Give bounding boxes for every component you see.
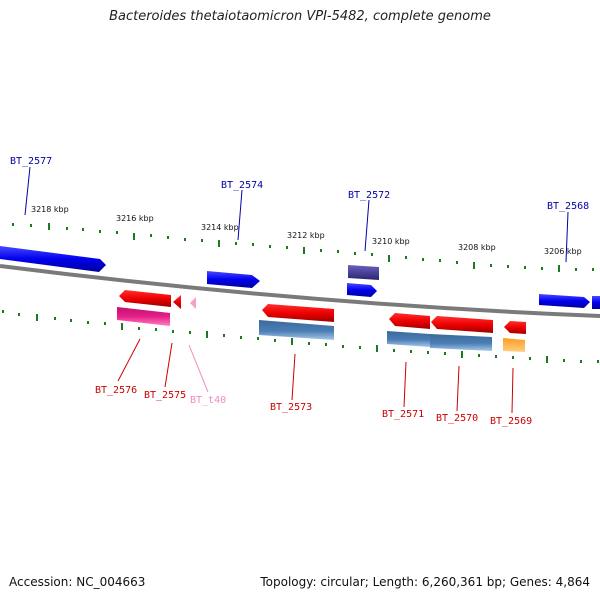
- gene-bt2570-cds[interactable]: [430, 334, 492, 351]
- gene-label-bt2574[interactable]: BT_2574: [221, 180, 263, 191]
- gene-bt2569[interactable]: [504, 321, 526, 334]
- forward-tick-track: [12, 223, 594, 272]
- gene-bt2577[interactable]: [0, 246, 106, 272]
- gene-label-bt2571[interactable]: BT_2571: [382, 409, 424, 420]
- gene-label-bt2568[interactable]: BT_2568: [547, 201, 589, 212]
- kbp-label: 3216 kbp: [116, 214, 154, 223]
- gene-bt2572[interactable]: [348, 265, 379, 280]
- accession-text: Accession: NC_004663: [9, 575, 146, 589]
- gene-bt2570[interactable]: [431, 316, 493, 333]
- kbp-label: 3210 kbp: [372, 237, 410, 246]
- gene-bt2572-b[interactable]: [347, 283, 377, 297]
- gene-bt2574[interactable]: [207, 271, 260, 288]
- gene-right-edge[interactable]: [592, 296, 600, 309]
- kbp-label: 3218 kbp: [31, 205, 69, 214]
- gene-bt2571-cds[interactable]: [387, 331, 430, 347]
- gene-label-bt2570[interactable]: BT_2570: [436, 413, 478, 424]
- gene-label-bt2569[interactable]: BT_2569: [490, 416, 532, 427]
- gene-label-bt2573[interactable]: BT_2573: [270, 402, 312, 413]
- reverse-tick-track: [2, 310, 599, 363]
- kbp-label: 3206 kbp: [544, 247, 582, 256]
- gene-label-bt2577[interactable]: BT_2577: [10, 156, 52, 167]
- kbp-label: 3214 kbp: [201, 223, 239, 232]
- gene-bt2571[interactable]: [389, 313, 430, 329]
- kbp-label: 3208 kbp: [458, 243, 496, 252]
- gene-bt2573-cds[interactable]: [259, 320, 334, 340]
- reverse-leader-lines: [117, 338, 514, 414]
- gene-label-bt2575[interactable]: BT_2575: [144, 390, 186, 401]
- gene-bt2568[interactable]: [539, 294, 590, 308]
- gene-bt-t40[interactable]: [190, 297, 196, 309]
- map-title: Bacteroides thetaiotaomicron VPI-5482, c…: [109, 9, 491, 24]
- gene-label-bt2572[interactable]: BT_2572: [348, 190, 390, 201]
- gene-bt2576[interactable]: [119, 290, 171, 307]
- gene-label-bt-t40[interactable]: BT_t40: [190, 395, 226, 406]
- gene-bt2573[interactable]: [262, 304, 334, 322]
- kbp-label: 3212 kbp: [287, 231, 325, 240]
- gene-bt2569-orange[interactable]: [503, 338, 525, 352]
- forward-leader-lines: [24, 166, 569, 263]
- gene-bt2575[interactable]: [173, 295, 181, 309]
- genome-backbone: [0, 264, 600, 318]
- gene-bt2576-pink[interactable]: [117, 307, 170, 326]
- gene-label-bt2576[interactable]: BT_2576: [95, 385, 137, 396]
- genome-summary-text: Topology: circular; Length: 6,260,361 bp…: [260, 575, 590, 589]
